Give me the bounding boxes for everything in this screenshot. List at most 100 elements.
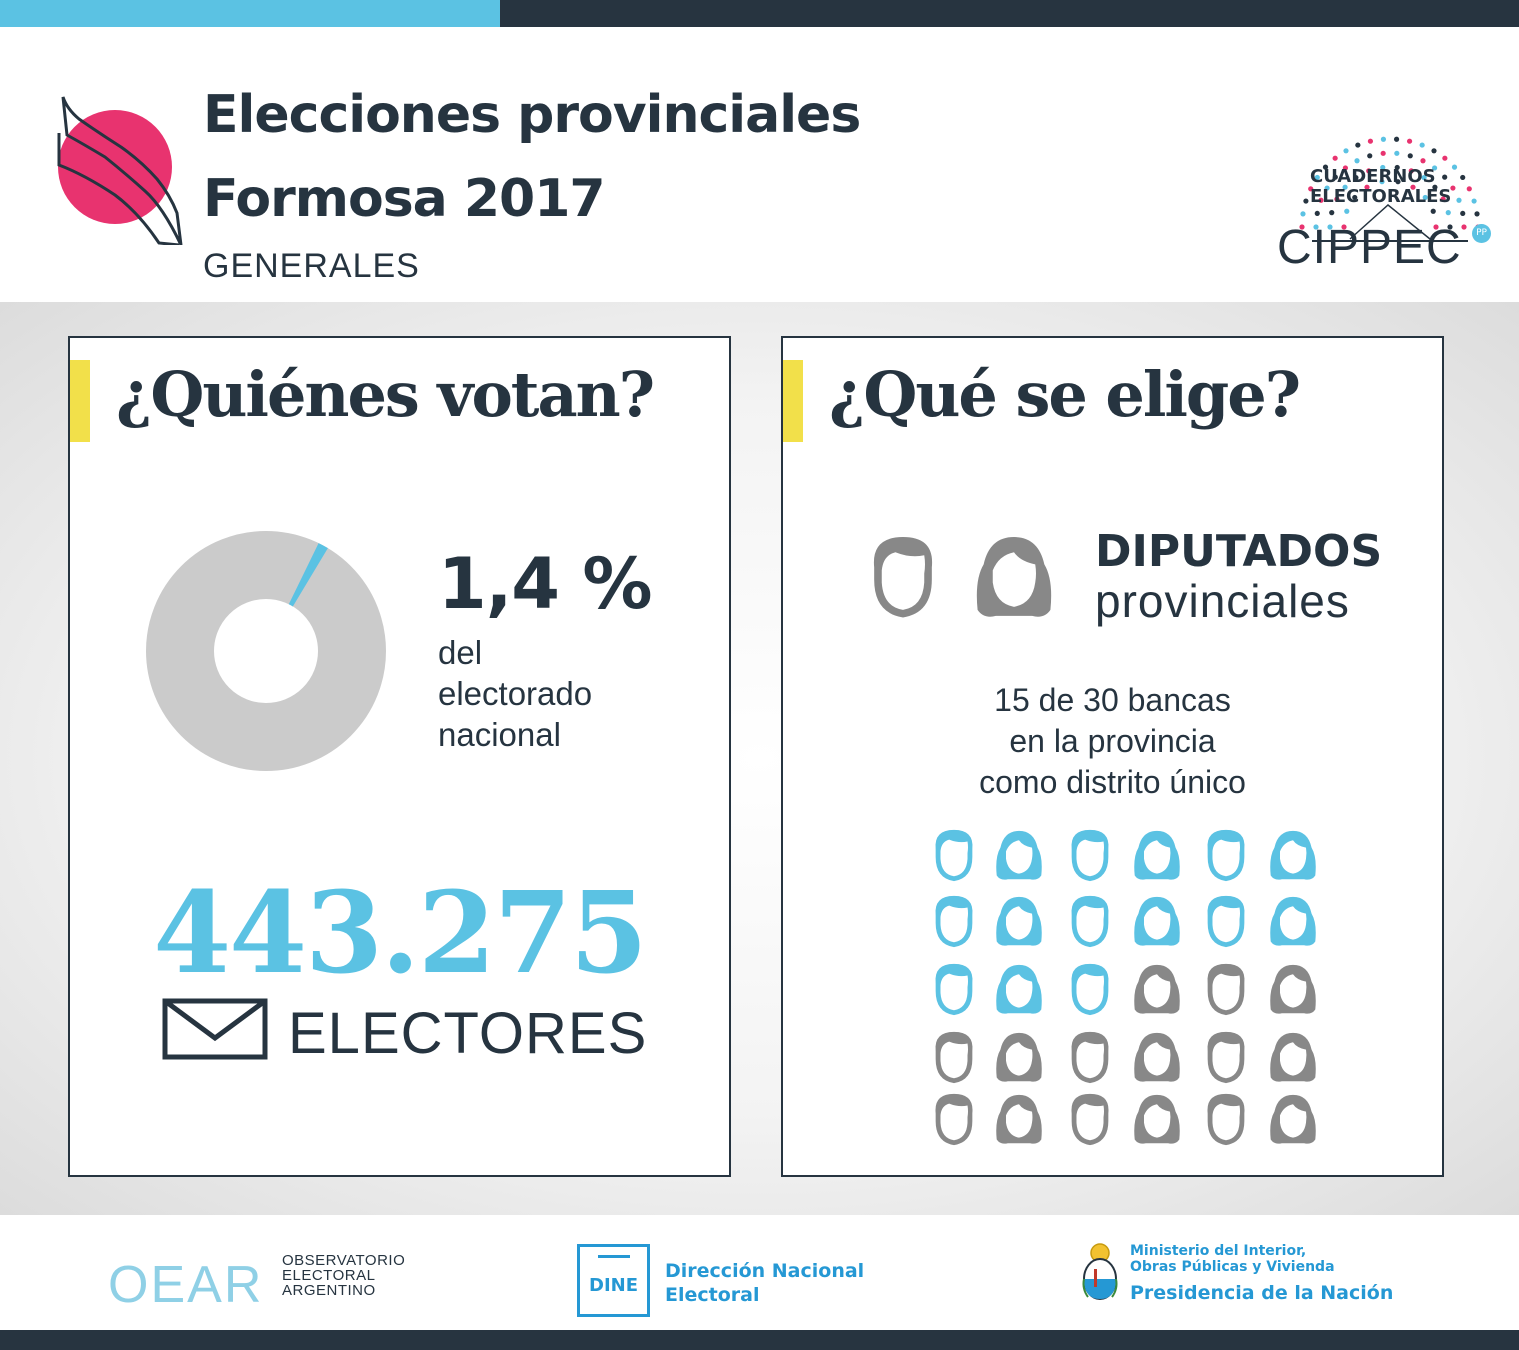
oear-subtitle: OBSERVATORIO ELECTORAL ARGENTINO — [282, 1253, 405, 1298]
presidencia-name: Presidencia de la Nación — [1130, 1282, 1394, 1304]
logo-dot — [1367, 138, 1374, 144]
logo-dot — [1461, 224, 1467, 230]
donut-rest — [146, 531, 386, 771]
logo-dot — [1431, 148, 1437, 154]
logo-dot — [1442, 155, 1448, 161]
envelope-icon — [162, 998, 268, 1060]
who-votes-heading: ¿Quiénes votan? — [116, 358, 655, 431]
seat-elected-icon — [1065, 828, 1115, 884]
logo-dot — [1342, 165, 1349, 171]
logo-dot — [1420, 158, 1426, 164]
logo-dot — [1313, 224, 1319, 230]
logo-dot — [1314, 210, 1320, 217]
cuadernos-electorales-text: CUADERNOS ELECTORALES — [1310, 167, 1451, 207]
seat-elected-icon — [929, 828, 979, 884]
office-title: DIPUTADOS — [1095, 526, 1383, 577]
seat-elected-icon — [1267, 894, 1317, 950]
dine-logo: DINE — [577, 1244, 650, 1317]
logo-dot — [1419, 142, 1425, 148]
oear-sub-line-3: ARGENTINO — [282, 1282, 376, 1299]
seat-not-elected-icon — [1065, 1092, 1115, 1148]
cippec-logo: CIPPEC — [1277, 221, 1462, 274]
logo-dot — [1433, 224, 1439, 230]
logo-dot — [1408, 168, 1414, 174]
logo-dot — [1393, 136, 1400, 142]
dine-name: Dirección Nacional Electoral — [665, 1259, 864, 1307]
logo-dot — [1364, 184, 1370, 190]
logo-dot — [1324, 185, 1330, 191]
seats-desc-line-3: como distrito único — [979, 764, 1246, 800]
logo-dot — [1322, 164, 1329, 170]
logo-dot — [1342, 184, 1348, 190]
logo-dot — [1300, 211, 1306, 217]
logo-dot — [1380, 164, 1386, 171]
seat-elected-icon — [1201, 828, 1251, 884]
heading-marker — [70, 360, 90, 442]
logo-line-2: ELECTORALES — [1310, 186, 1452, 207]
donut-slice-formosa — [288, 543, 328, 607]
title-line-2: Formosa 2017 — [203, 169, 606, 229]
logo-dot — [1303, 198, 1309, 204]
logo-dot — [1460, 174, 1466, 181]
electors-label: ELECTORES — [288, 1001, 648, 1066]
logo-dot — [1395, 179, 1401, 185]
seat-not-elected-icon — [1065, 1030, 1115, 1086]
percent-desc-line-1: del — [438, 634, 483, 671]
logo-dot — [1450, 185, 1456, 191]
logo-dot — [1431, 165, 1438, 171]
what-is-elected-panel: ¿Qué se elige? DIPUTADOS provinciales 15… — [781, 336, 1444, 1177]
dine-name-line-1: Dirección Nacional — [665, 1260, 865, 1282]
percent-desc-line-2: electorado — [438, 675, 593, 712]
dine-logo-line — [598, 1255, 630, 1258]
seats-desc-line-1: 15 de 30 bancas — [994, 682, 1231, 718]
logo-dot — [1353, 175, 1359, 181]
logo-dot — [1406, 138, 1413, 144]
top-bar-accent — [0, 0, 500, 27]
electors-number: 443.275 — [153, 868, 648, 999]
heading-marker — [783, 360, 803, 442]
bottom-bar — [0, 1330, 1519, 1350]
logo-dot — [1394, 150, 1400, 156]
seats-description: 15 de 30 bancas en la provincia como dis… — [783, 680, 1442, 803]
header: Elecciones provinciales Formosa 2017 GEN… — [0, 27, 1519, 302]
who-votes-panel: ¿Quiénes votan? 1,4 % del electorado nac… — [68, 336, 731, 1177]
seat-not-elected-icon — [993, 1030, 1043, 1086]
seat-not-elected-icon — [1201, 1092, 1251, 1148]
seats-desc-line-2: en la provincia — [1009, 723, 1216, 759]
logo-dot — [1318, 197, 1324, 203]
seat-elected-icon — [993, 894, 1043, 950]
logo-triangle — [1349, 204, 1431, 240]
logo-dot — [1421, 175, 1427, 181]
seat-elected-icon — [993, 828, 1043, 884]
logo-dot — [1456, 197, 1462, 203]
logo-dot — [1299, 224, 1305, 230]
seat-not-elected-icon — [1131, 1030, 1181, 1086]
office-subtitle: provinciales — [1095, 575, 1350, 627]
seat-elected-icon — [1131, 894, 1181, 950]
what-is-elected-heading: ¿Qué se elige? — [829, 358, 1301, 431]
logo-dot — [1352, 194, 1358, 201]
dine-name-line-2: Electoral — [665, 1284, 760, 1306]
logo-dot — [1430, 208, 1436, 214]
seat-not-elected-icon — [929, 1030, 979, 1086]
seat-elected-icon — [993, 962, 1043, 1018]
electorate-donut-chart — [146, 531, 386, 771]
logo-dot — [1380, 136, 1387, 142]
cuadernos-electorales-logo — [1299, 136, 1481, 242]
cippec-badge: PP — [1472, 224, 1491, 243]
national-coat-of-arms-icon — [1082, 1243, 1118, 1300]
seat-elected-icon — [929, 962, 979, 1018]
seat-elected-icon — [1065, 894, 1115, 950]
logo-dot — [1332, 174, 1338, 180]
seat-elected-icon — [1201, 894, 1251, 950]
logo-dot — [1380, 150, 1386, 156]
electorate-percent-desc: del electorado nacional — [438, 632, 592, 755]
female-deputy-icon — [976, 537, 1052, 617]
footer: OEAR OBSERVATORIO ELECTORAL ARGENTINO DI… — [0, 1215, 1519, 1330]
title-line-1: Elecciones provinciales — [203, 85, 861, 145]
logo-dot — [1394, 164, 1400, 171]
seat-not-elected-icon — [993, 1092, 1043, 1148]
seat-not-elected-icon — [1267, 1092, 1317, 1148]
seat-elected-icon — [1131, 828, 1181, 884]
logo-dot — [1314, 174, 1320, 181]
